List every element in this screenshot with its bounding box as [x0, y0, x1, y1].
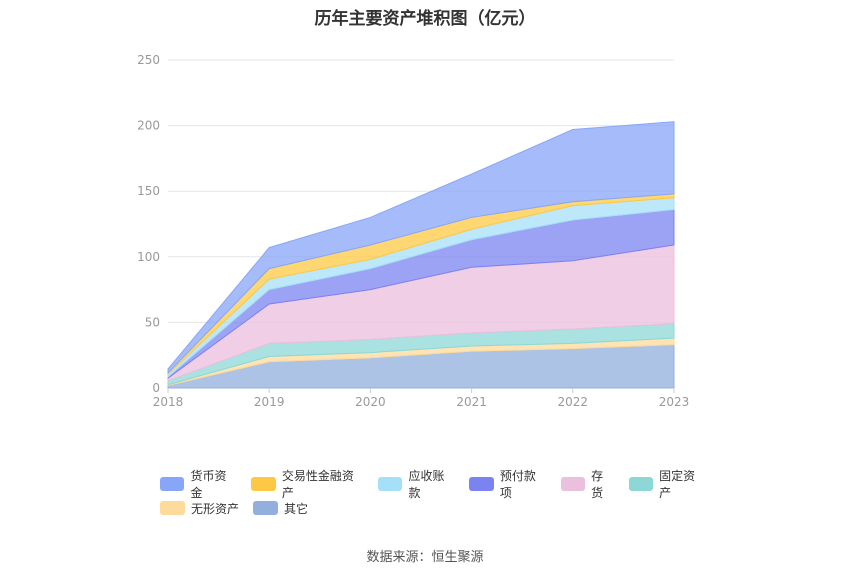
y-tick-label: 250: [137, 53, 160, 67]
legend-item[interactable]: 应收账款: [378, 467, 455, 501]
legend-swatch: [469, 477, 494, 491]
legend-label: 固定资产: [659, 469, 696, 500]
legend-swatch: [160, 501, 185, 515]
y-tick-label: 50: [145, 315, 160, 329]
chart-title: 历年主要资产堆积图（亿元）: [314, 9, 536, 29]
legend-item[interactable]: 交易性金融资产: [251, 467, 364, 501]
area-货币资金: [167, 121, 675, 375]
legend-item[interactable]: 预付款项: [469, 467, 546, 501]
data-source: 数据来源：恒生聚源: [366, 550, 484, 565]
legend-row: 无形资产 其它: [160, 496, 720, 520]
legend-label: 无形资产: [191, 501, 240, 516]
stacked-area-chart: 0 50 100 150 200 250 2018 2019 2020 2021 2022 2023: [137, 53, 690, 409]
legend-label: 其它: [284, 501, 309, 516]
legend-row: 货币资金 交易性金融资产 应收账款 预付款项 存货 固定资产: [160, 469, 720, 500]
legend-item[interactable]: 货币资金: [160, 467, 237, 501]
legend-label: 货币资金: [190, 469, 227, 500]
legend-label: 预付款项: [499, 469, 536, 500]
legend-item[interactable]: 无形资产: [160, 500, 239, 517]
y-tick-label: 100: [137, 250, 160, 264]
legend-item[interactable]: 存货: [560, 467, 615, 501]
legend-item[interactable]: 其它: [253, 500, 308, 517]
x-tick-label: 2021: [456, 395, 487, 409]
legend-swatch: [251, 477, 276, 491]
legend-swatch: [378, 477, 403, 491]
legend-label: 交易性金融资产: [281, 469, 354, 500]
legend: 货币资金 交易性金融资产 应收账款 预付款项 存货 固定资产 无形资产 其它: [160, 469, 720, 520]
x-tick-label: 2022: [558, 395, 589, 409]
legend-swatch: [253, 501, 279, 515]
y-tick-label: 200: [137, 119, 160, 133]
x-tick-label: 2018: [153, 395, 184, 409]
y-tick-label: 150: [137, 184, 160, 198]
legend-label: 存货: [591, 469, 604, 500]
legend-swatch: [628, 477, 654, 491]
y-tick-label: 0: [152, 381, 160, 395]
x-tick-label: 2023: [659, 395, 690, 409]
legend-label: 应收账款: [408, 469, 445, 500]
legend-swatch: [160, 477, 185, 491]
legend-swatch: [560, 477, 586, 491]
x-tick-label: 2019: [254, 395, 285, 409]
x-tick-label: 2020: [355, 395, 386, 409]
legend-item[interactable]: 固定资产: [628, 467, 706, 501]
